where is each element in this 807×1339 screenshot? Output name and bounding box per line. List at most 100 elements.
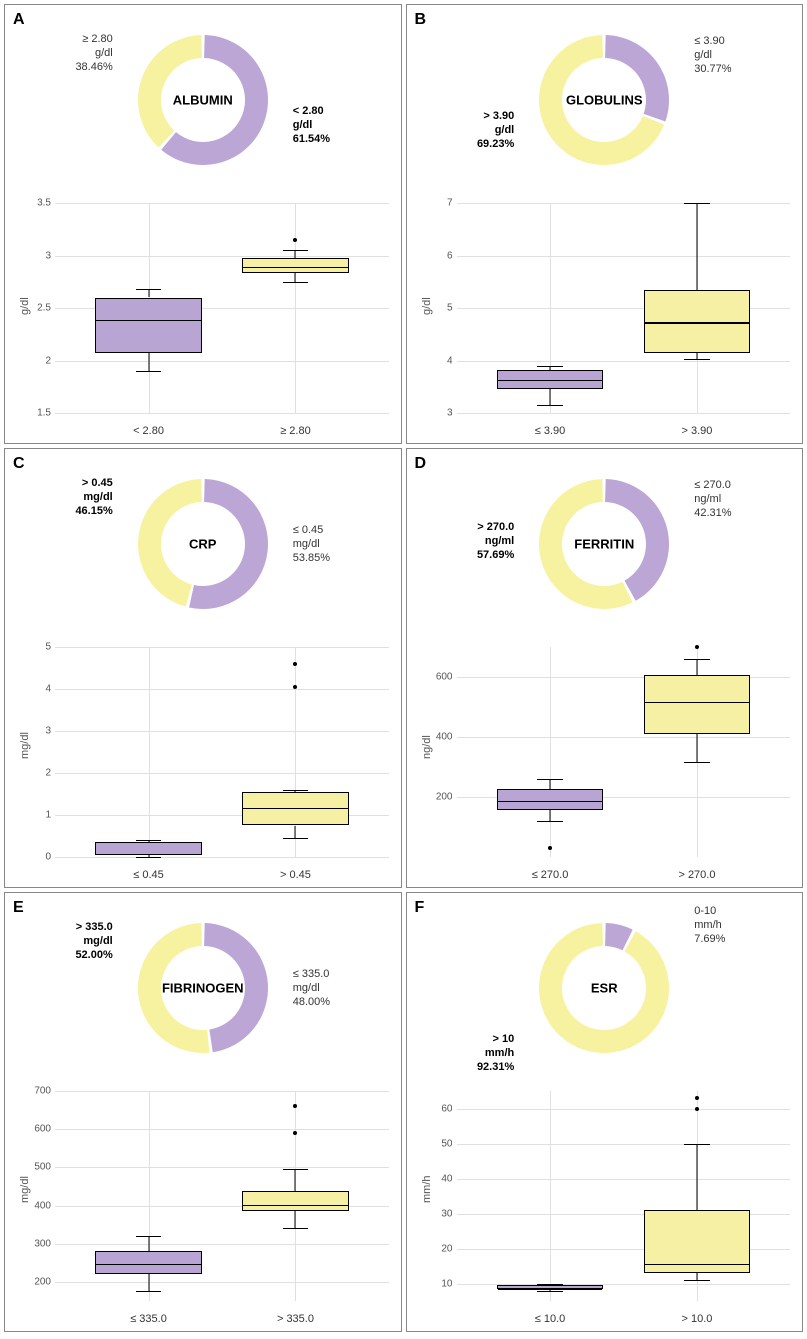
y-tick: 5 <box>413 303 453 314</box>
donut-slice-label: > 335.0 mg/dl52.00% <box>75 921 112 962</box>
plot-region <box>55 203 389 413</box>
donut-slice-label: ≤ 270.0 ng/ml42.31% <box>694 479 731 520</box>
outlier <box>695 1096 699 1100</box>
y-tick: 3 <box>11 250 51 261</box>
panel-b: BGLOBULINS≤ 3.90 g/dl30.77%> 3.90 g/dl69… <box>406 4 804 444</box>
y-tick: 0 <box>11 852 51 863</box>
donut-title: GLOBULINS <box>566 93 643 108</box>
y-tick: 4 <box>413 355 453 366</box>
y-tick: 7 <box>413 198 453 209</box>
box <box>644 290 751 353</box>
y-tick: 10 <box>413 1278 453 1289</box>
donut-slice-label: ≥ 2.80 g/dl38.46% <box>75 33 112 74</box>
donut-slice-label: ≤ 0.45 mg/dl53.85% <box>293 524 330 565</box>
y-tick: 400 <box>413 732 453 743</box>
y-tick: 500 <box>11 1162 51 1173</box>
outlier <box>695 645 699 649</box>
y-axis-label: mg/dl <box>19 1176 31 1203</box>
boxplot-area: g/dl1.522.533.5< 2.80≥ 2.80 <box>5 195 401 443</box>
box <box>95 1251 202 1274</box>
donut-slice-label: < 2.80 g/dl61.54% <box>293 105 330 146</box>
boxplot-area: g/dl34567≤ 3.90> 3.90 <box>407 195 803 443</box>
outlier <box>293 685 297 689</box>
x-tick: ≤ 335.0 <box>130 1313 167 1325</box>
box <box>95 298 202 354</box>
y-tick: 40 <box>413 1173 453 1184</box>
donut-title: ESR <box>591 981 618 996</box>
panel-c: CCRP≤ 0.45 mg/dl53.85%> 0.45 mg/dl46.15%… <box>4 448 402 888</box>
y-tick: 4 <box>11 684 51 695</box>
boxplot-area: mg/dl 200 300 400 500 600 700 ≤ 335.0 > 335.0 <box>5 1083 401 1331</box>
y-tick: 600 <box>11 1124 51 1135</box>
donut-chart: FIBRINOGEN≤ 335.0 mg/dl48.00%> 335.0 mg/… <box>118 903 288 1073</box>
box <box>644 1210 751 1273</box>
boxplot-area: mg/dl012345≤ 0.45> 0.45 <box>5 639 401 887</box>
panel-e: EFIBRINOGEN≤ 335.0 mg/dl48.00%> 335.0 mg… <box>4 892 402 1332</box>
y-tick: 3 <box>413 408 453 419</box>
x-tick: > 0.45 <box>280 869 311 881</box>
panel-letter: E <box>13 899 24 917</box>
donut-slice-label: > 10 mm/h92.31% <box>477 1033 514 1074</box>
donut-title: FERRITIN <box>574 537 634 552</box>
panel-letter: B <box>415 11 427 29</box>
x-tick: > 335.0 <box>277 1313 314 1325</box>
y-tick: 700 <box>11 1086 51 1097</box>
y-tick: 5 <box>11 642 51 653</box>
donut-slice-label: > 0.45 mg/dl46.15% <box>75 477 112 518</box>
y-tick: 30 <box>413 1208 453 1219</box>
box <box>497 370 604 389</box>
y-tick: 60 <box>413 1103 453 1114</box>
donut-chart: GLOBULINS≤ 3.90 g/dl30.77%> 3.90 g/dl69.… <box>519 15 689 185</box>
x-tick: ≤ 0.45 <box>133 869 164 881</box>
panel-f: FESR0-10 mm/h7.69%> 10 mm/h92.31%mm/h102… <box>406 892 804 1332</box>
outlier <box>695 1107 699 1111</box>
donut-chart: CRP≤ 0.45 mg/dl53.85%> 0.45 mg/dl46.15% <box>118 459 288 629</box>
x-tick: ≤ 10.0 <box>535 1313 566 1325</box>
outlier <box>293 1104 297 1108</box>
panel-letter: D <box>415 455 427 473</box>
donut-chart: FERRITIN≤ 270.0 ng/ml42.31%> 270.0 ng/ml… <box>519 459 689 629</box>
plot-region <box>457 203 791 413</box>
outlier <box>548 846 552 850</box>
box <box>242 792 349 826</box>
y-tick: 200 <box>11 1276 51 1287</box>
y-tick: 1 <box>11 810 51 821</box>
panel-letter: A <box>13 11 25 29</box>
x-tick: ≤ 3.90 <box>535 425 566 437</box>
box <box>497 789 604 810</box>
donut-title: ALBUMIN <box>173 93 233 108</box>
plot-region <box>457 647 791 857</box>
panel-letter: F <box>415 899 425 917</box>
plot-region <box>55 1091 389 1301</box>
donut-slice-label: ≤ 3.90 g/dl30.77% <box>694 35 731 76</box>
y-tick: 400 <box>11 1200 51 1211</box>
panel-a: AALBUMIN< 2.80 g/dl61.54%≥ 2.80 g/dl38.4… <box>4 4 402 444</box>
y-tick: 600 <box>413 672 453 683</box>
y-tick: 3 <box>11 726 51 737</box>
box <box>644 675 751 734</box>
x-tick: > 3.90 <box>682 425 713 437</box>
x-tick: > 10.0 <box>682 1313 713 1325</box>
donut-slice-label: > 3.90 g/dl69.23% <box>477 110 514 151</box>
donut-title: CRP <box>189 537 216 552</box>
panel-d: D FERRITIN≤ 270.0 ng/ml42.31%> 270.0 ng/m… <box>406 448 804 888</box>
y-tick: 20 <box>413 1243 453 1254</box>
plot-region <box>55 647 389 857</box>
outlier <box>293 662 297 666</box>
plot-region <box>457 1091 791 1301</box>
donut-chart: ALBUMIN< 2.80 g/dl61.54%≥ 2.80 g/dl38.46… <box>118 15 288 185</box>
donut-slice-label: ≤ 335.0 mg/dl48.00% <box>293 968 330 1009</box>
y-tick: 300 <box>11 1238 51 1249</box>
boxplot-area: mm/h102030405060≤ 10.0> 10.0 <box>407 1083 803 1331</box>
y-tick: 2.5 <box>11 303 51 314</box>
x-tick: ≤ 270.0 <box>532 869 569 881</box>
donut-title: FIBRINOGEN <box>162 981 244 996</box>
donut-slice-label: 0-10 mm/h7.69% <box>694 905 725 946</box>
x-tick: ≥ 2.80 <box>280 425 311 437</box>
y-tick: 2 <box>11 768 51 779</box>
panel-letter: C <box>13 455 25 473</box>
donut-chart: ESR0-10 mm/h7.69%> 10 mm/h92.31% <box>519 903 689 1073</box>
boxplot-area: ng/dl200400600≤ 270.0> 270.0 <box>407 639 803 887</box>
y-tick: 6 <box>413 250 453 261</box>
box <box>242 258 349 274</box>
